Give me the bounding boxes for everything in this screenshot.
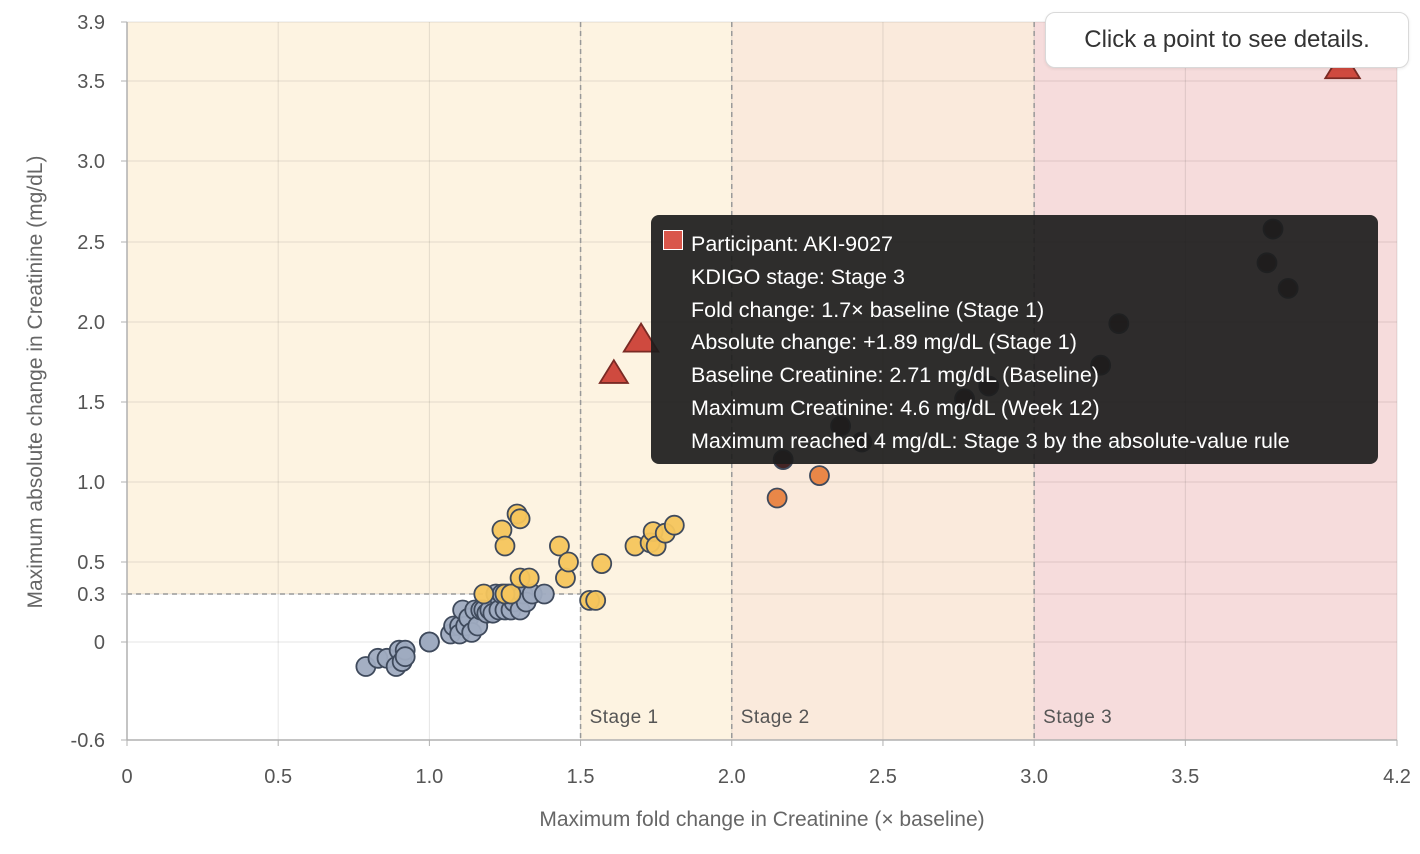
tooltip-color-swatch [663, 230, 683, 250]
threshold-lines [127, 22, 1035, 740]
circle-point [558, 551, 579, 573]
circle-point [418, 631, 440, 653]
y-tick-label: 3.5 [77, 71, 105, 93]
x-tick-label: 3.0 [1020, 766, 1048, 788]
circle-point [585, 590, 607, 611]
y-tick-label: 1.0 [77, 472, 105, 494]
circle-point [766, 487, 788, 509]
y-axis-title: Maximum absolute change in Creatinine (m… [24, 156, 47, 609]
y-tick-label: 0 [94, 632, 105, 654]
tooltip-kdigo-stage: KDIGO stage: Stage 3 [691, 264, 905, 289]
x-tick-label: 1.0 [415, 766, 443, 788]
y-tick-label: 3.9 [77, 12, 105, 34]
circle-point [809, 465, 830, 487]
x-axis-title: Maximum fold change in Creatinine (× bas… [539, 808, 984, 831]
absolute-rule-band [127, 22, 581, 594]
y-tick-label: -0.6 [71, 730, 105, 752]
click-hint: Click a point to see details. [1045, 12, 1409, 68]
circle-point [518, 567, 540, 589]
stage-labels: Stage 1 Stage 2 Stage 3 [590, 707, 1112, 728]
circle-point [591, 553, 613, 574]
x-tick-label: 1.5 [567, 766, 595, 788]
circle-point [663, 514, 685, 536]
stage-label: Stage 3 [1043, 707, 1112, 728]
x-tick-label: 0.5 [264, 766, 292, 788]
tooltip-fold-change: Fold change: 1.7× baseline (Stage 1) [691, 297, 1045, 322]
circle-point [500, 583, 522, 605]
x-tick-label: 0 [121, 766, 132, 788]
circle-point [533, 583, 555, 605]
x-tick-label: 3.5 [1171, 766, 1199, 788]
y-tick-label: 2.0 [77, 312, 105, 334]
y-tick-label: 0.5 [77, 552, 105, 574]
circle-point [549, 535, 570, 557]
point-tooltip: Participant: AKI-9027 KDIGO stage: Stage… [651, 215, 1378, 464]
circle-point [394, 646, 416, 668]
triangle-point [598, 358, 630, 384]
tooltip-baseline: Baseline Creatinine: 2.71 mg/dL (Baselin… [691, 363, 1099, 388]
stage-label: Stage 2 [741, 707, 810, 728]
y-tick-label: 1.5 [77, 392, 105, 414]
tooltip-participant: Participant: AKI-9027 [691, 232, 893, 256]
x-tick-label: 4.2 [1383, 766, 1411, 788]
stage-label: Stage 1 [590, 707, 659, 728]
tooltip-maximum: Maximum Creatinine: 4.6 mg/dL (Week 12) [691, 395, 1100, 420]
circle-point [494, 535, 516, 557]
y-tick-label: 2.5 [77, 232, 105, 254]
tooltip-rule-note: Maximum reached 4 mg/dL: Stage 3 by the … [691, 428, 1290, 453]
triangle-point [622, 321, 660, 353]
circle-point [509, 508, 531, 530]
x-tick-label: 2.0 [718, 766, 746, 788]
tooltip-absolute-change: Absolute change: +1.89 mg/dL (Stage 1) [691, 330, 1077, 355]
x-tick-label: 2.5 [869, 766, 897, 788]
circle-point [473, 583, 495, 605]
x-axis-ticks: 0 0.5 1.0 1.5 2.0 2.5 3.0 3.5 4.2 [121, 740, 1411, 788]
y-tick-label: 0.3 [77, 584, 105, 606]
y-axis-ticks: -0.6 0 0.3 0.5 1.0 1.5 2.0 2.5 3.0 3.5 3.9 [71, 12, 127, 752]
y-tick-label: 3.0 [77, 151, 105, 173]
